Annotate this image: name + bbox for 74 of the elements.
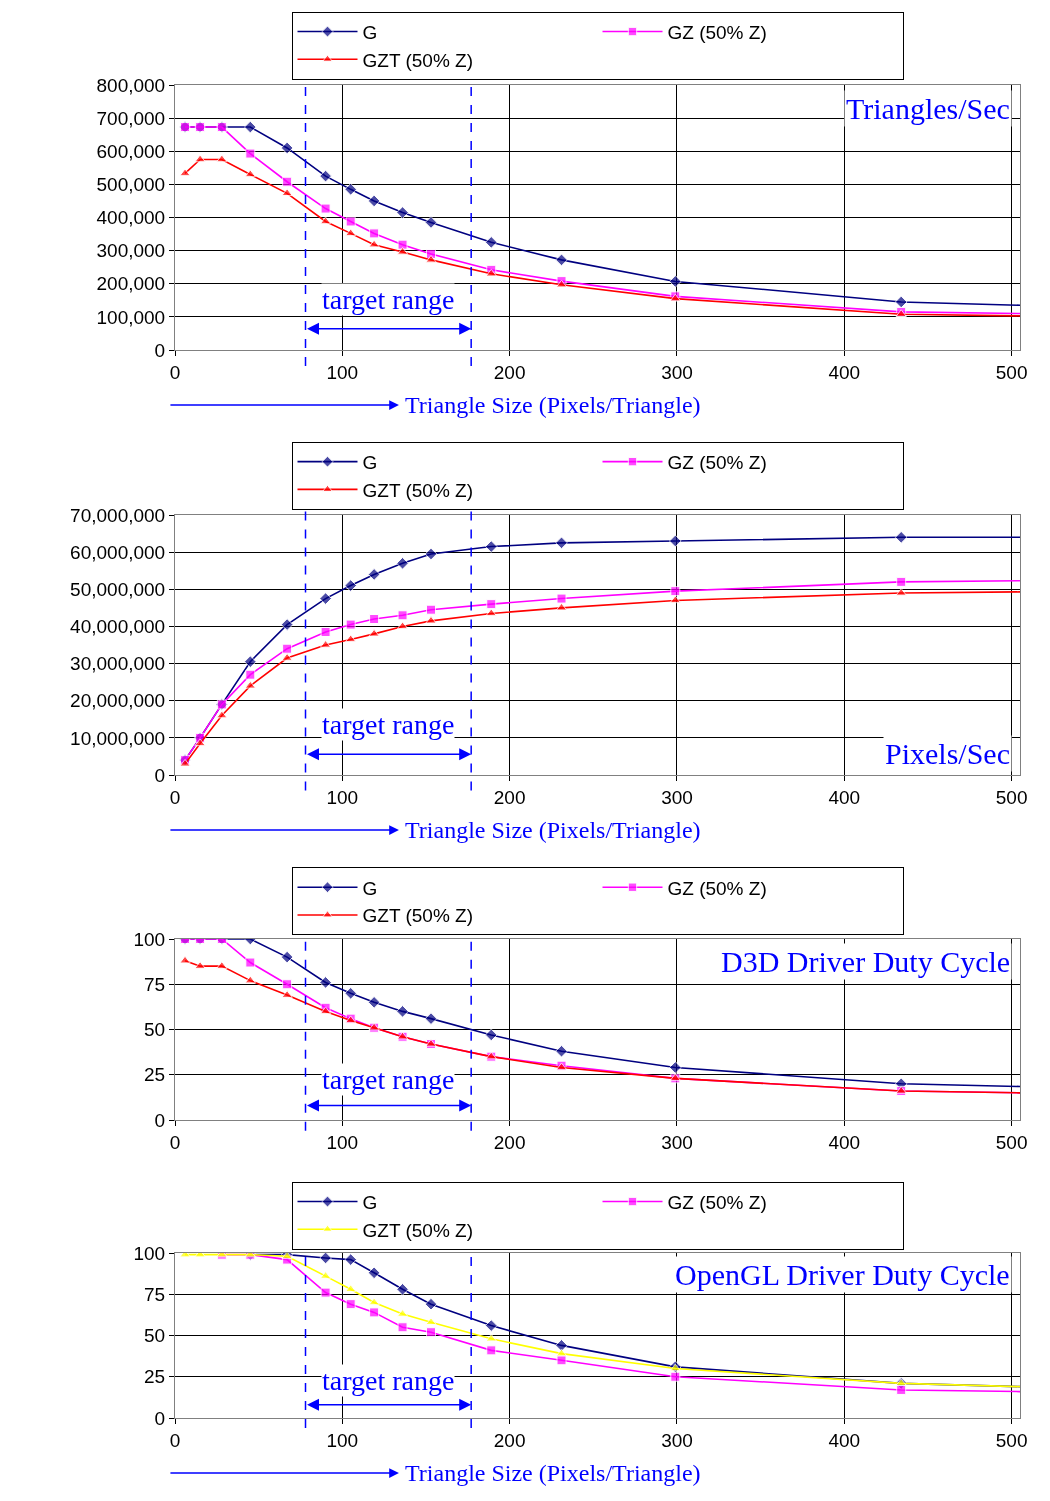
y-tick-label: 50 bbox=[144, 1325, 166, 1347]
x-tick-label: 300 bbox=[661, 361, 693, 383]
y-tick-label: 100 bbox=[133, 1242, 166, 1264]
y-tick-label: 60,000,000 bbox=[70, 541, 166, 563]
annotation: target range bbox=[322, 284, 455, 315]
y-tick-label: 0 bbox=[154, 1407, 166, 1429]
y-tick-label: 50,000,000 bbox=[70, 578, 166, 600]
legend-label: GZ (50% Z) bbox=[667, 21, 767, 43]
y-tick-label: 100 bbox=[133, 928, 166, 950]
annotation: target range bbox=[322, 1064, 455, 1095]
x-tick-label: 500 bbox=[995, 1429, 1028, 1451]
x-tick-label: 0 bbox=[169, 1131, 181, 1153]
y-tick-label: 20,000,000 bbox=[70, 690, 166, 712]
y-tick-label: 70,000,000 bbox=[70, 504, 166, 526]
legend-label: GZT (50% Z) bbox=[362, 1219, 473, 1241]
x-tick-label: 400 bbox=[828, 786, 861, 808]
x-tick-label: 100 bbox=[326, 1429, 359, 1451]
x-tick-label: 100 bbox=[326, 1131, 359, 1153]
legend-label: G bbox=[362, 452, 378, 474]
y-tick-label: 700,000 bbox=[96, 107, 166, 129]
legend-label: GZT (50% Z) bbox=[362, 905, 473, 927]
x-tick-label: 200 bbox=[493, 1131, 526, 1153]
x-tick-label: 0 bbox=[169, 361, 181, 383]
legend-label: G bbox=[362, 21, 378, 43]
chart-title: OpenGL Driver Duty Cycle bbox=[675, 1258, 1010, 1291]
x-tick-label: 100 bbox=[326, 361, 359, 383]
x-axis-title: Triangle Size (Pixels/Triangle) bbox=[405, 1460, 701, 1486]
y-tick-label: 0 bbox=[154, 339, 166, 361]
y-tick-label: 25 bbox=[144, 1366, 166, 1388]
y-tick-label: 75 bbox=[144, 973, 166, 995]
legend-label: GZT (50% Z) bbox=[362, 479, 473, 501]
x-axis-title: Triangle Size (Pixels/Triangle) bbox=[405, 392, 701, 418]
x-tick-label: 200 bbox=[493, 786, 526, 808]
y-tick-label: 400,000 bbox=[96, 207, 166, 229]
legend-label: GZ (50% Z) bbox=[667, 452, 767, 474]
y-tick-label: 0 bbox=[154, 764, 166, 786]
x-tick-label: 400 bbox=[828, 1429, 861, 1451]
x-tick-label: 400 bbox=[828, 361, 861, 383]
y-tick-label: 800,000 bbox=[96, 74, 166, 96]
x-tick-label: 300 bbox=[661, 1131, 693, 1153]
x-tick-label: 100 bbox=[326, 786, 359, 808]
x-tick-label: 200 bbox=[493, 361, 526, 383]
y-tick-label: 200,000 bbox=[96, 273, 166, 295]
y-tick-label: 30,000,000 bbox=[70, 653, 166, 675]
x-tick-label: 300 bbox=[661, 786, 693, 808]
legend-label: GZ (50% Z) bbox=[667, 1191, 767, 1213]
y-tick-label: 500,000 bbox=[96, 174, 166, 196]
x-tick-label: 500 bbox=[995, 1131, 1028, 1153]
y-tick-label: 300,000 bbox=[96, 240, 166, 262]
y-tick-label: 25 bbox=[144, 1064, 166, 1086]
x-tick-label: 200 bbox=[493, 1429, 526, 1451]
x-axis-title: Triangle Size (Pixels/Triangle) bbox=[405, 817, 701, 843]
x-tick-label: 0 bbox=[169, 1429, 181, 1451]
legend-label: GZT (50% Z) bbox=[362, 49, 473, 71]
x-tick-label: 500 bbox=[995, 786, 1028, 808]
legend-label: GZ (50% Z) bbox=[667, 877, 767, 899]
y-tick-label: 50 bbox=[144, 1019, 166, 1041]
y-tick-label: 75 bbox=[144, 1283, 166, 1305]
legend-label: G bbox=[362, 877, 378, 899]
x-tick-label: 400 bbox=[828, 1131, 861, 1153]
x-tick-label: 500 bbox=[995, 361, 1028, 383]
annotation: target range bbox=[322, 1365, 455, 1396]
y-tick-label: 40,000,000 bbox=[70, 616, 166, 638]
y-tick-label: 100,000 bbox=[96, 306, 166, 328]
annotation: target range bbox=[322, 709, 455, 740]
text: Pixels/Sec bbox=[885, 737, 1010, 770]
y-tick-label: 600,000 bbox=[96, 140, 166, 162]
x-tick-label: 300 bbox=[661, 1429, 693, 1451]
legend-label: G bbox=[362, 1191, 378, 1213]
y-tick-label: 0 bbox=[154, 1109, 166, 1131]
chart-title: Triangles/Sec bbox=[846, 92, 1010, 125]
x-tick-label: 0 bbox=[169, 786, 181, 808]
y-tick-label: 10,000,000 bbox=[70, 727, 166, 749]
chart-title: D3D Driver Duty Cycle bbox=[721, 945, 1011, 978]
